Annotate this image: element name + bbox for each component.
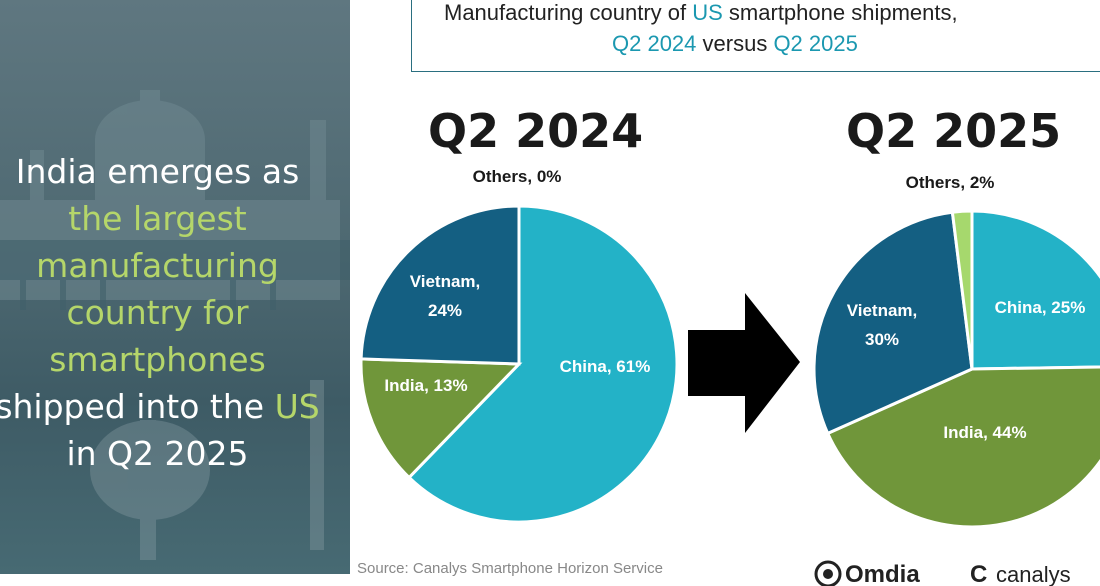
chart-title-box [411, 0, 1100, 72]
pie-slice-india [825, 365, 1100, 529]
source-note: Source: Canalys Smartphone Horizon Servi… [357, 560, 663, 577]
brand-logos: Omdia C canalys [814, 560, 1071, 586]
headline-part-4: in Q2 2025 [66, 434, 249, 473]
pie-slice-vietnam [812, 210, 974, 436]
slice-label-vietnam: Vietnam, 30% [847, 301, 918, 349]
headline-part-2: shipped into the [0, 387, 275, 426]
title-accent-us: US [692, 0, 723, 25]
slice-label-india: India, 44% [943, 423, 1026, 442]
arrow-right-icon [688, 293, 800, 433]
slice-label-china: China, 25% [995, 298, 1086, 317]
taj-mahal-silhouette-image [0, 90, 350, 560]
canalys-logo-text: canalys [996, 562, 1071, 586]
pie-charts-canvas: China, 61% India, 13% Vietnam, 24% Others, 0… [359, 167, 1100, 529]
slice-label-others: Others, 0% [473, 167, 562, 186]
headline-part-1: the largest manufacturing country for sm… [36, 199, 279, 379]
chart-title-line2: Q2 2024 versus Q2 2025 [612, 31, 858, 56]
headline-part-3: US [274, 387, 320, 426]
slice-label-vietnam: Vietnam, 24% [410, 272, 481, 320]
headline-part-0: India emerges as [15, 152, 300, 191]
pie-slice-china [970, 209, 1100, 371]
headline: India emerges as the largest manufacturi… [0, 148, 325, 477]
left-photo-panel: India emerges as the largest manufacturi… [0, 0, 350, 574]
pie-chart-q2-2025: China, 25% India, 44% Vietnam, 30% Others, 2… [812, 173, 1100, 529]
pie-chart-q2-2024: China, 61% India, 13% Vietnam, 24% Others, 0… [359, 167, 679, 524]
pie-slice-others [950, 209, 974, 370]
pie-slice-india [359, 357, 523, 480]
chart-title-line1: Manufacturing country of US smartphone s… [444, 0, 958, 25]
chart-1-title: Q2 2024 [428, 104, 644, 158]
slice-label-india: India, 13% [384, 376, 467, 395]
slice-label-others: Others, 2% [906, 173, 995, 192]
pie-slice-vietnam [359, 204, 521, 366]
chart-2-title: Q2 2025 [846, 104, 1062, 158]
pie-slice-china [406, 204, 679, 524]
slice-label-china: China, 61% [560, 357, 651, 376]
